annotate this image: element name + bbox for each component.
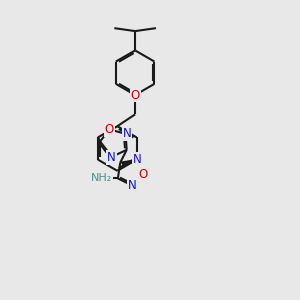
Text: N: N xyxy=(107,151,116,164)
Text: N: N xyxy=(133,153,142,166)
Text: O: O xyxy=(130,88,140,101)
Text: O: O xyxy=(138,168,148,181)
Text: N: N xyxy=(128,179,137,192)
Text: N: N xyxy=(123,128,131,140)
Text: NH₂: NH₂ xyxy=(91,173,112,183)
Text: O: O xyxy=(105,123,114,136)
